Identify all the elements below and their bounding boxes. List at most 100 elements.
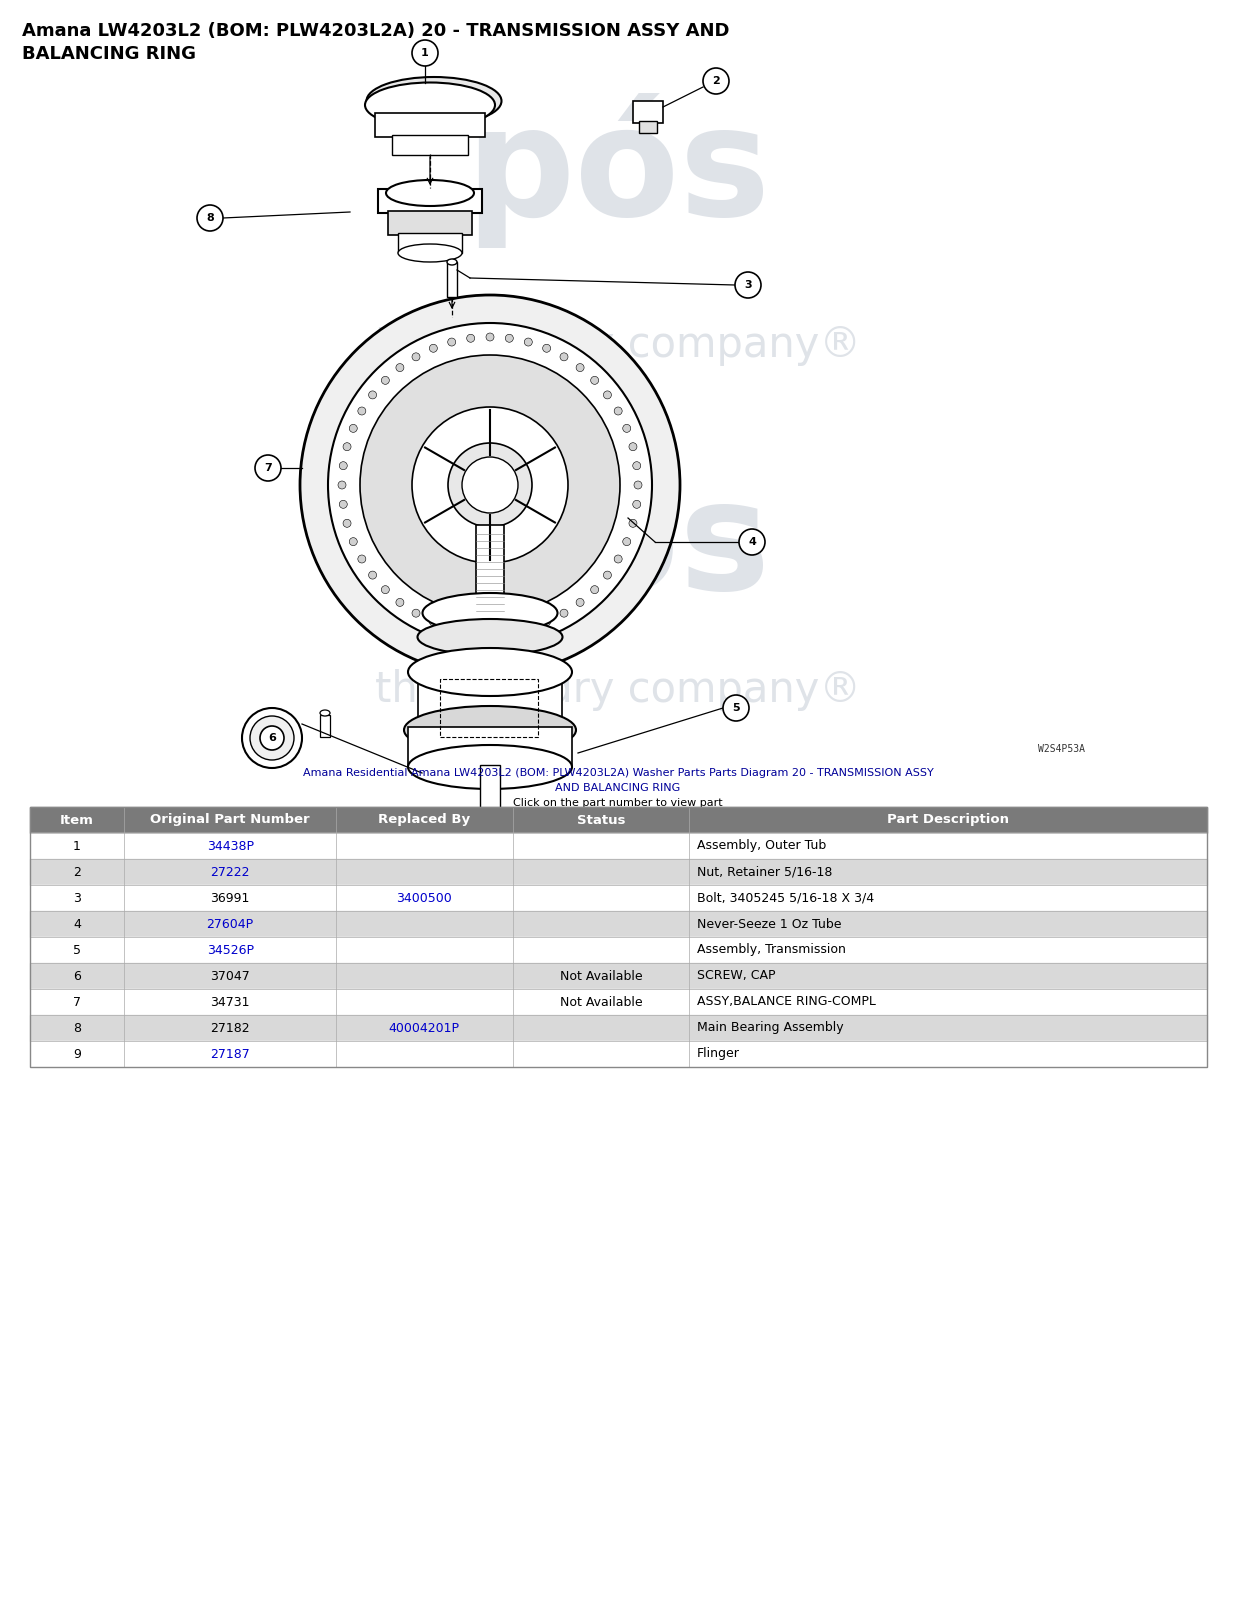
Circle shape: [328, 323, 652, 646]
Bar: [30, 989, 1207, 1014]
Ellipse shape: [365, 83, 495, 128]
Text: Status: Status: [576, 813, 625, 827]
Circle shape: [486, 629, 494, 637]
Bar: [440, 678, 538, 738]
Circle shape: [396, 598, 404, 606]
Bar: [418, 672, 562, 730]
Text: 5: 5: [73, 944, 82, 957]
Circle shape: [349, 538, 357, 546]
Text: Item: Item: [61, 813, 94, 827]
Circle shape: [349, 424, 357, 432]
Circle shape: [735, 272, 761, 298]
Text: Bolt, 3405245 5/16-18 X 3/4: Bolt, 3405245 5/16-18 X 3/4: [698, 891, 875, 904]
Ellipse shape: [447, 259, 456, 266]
Circle shape: [615, 406, 622, 414]
Text: pós: pós: [465, 93, 771, 248]
Text: 36991: 36991: [210, 891, 250, 904]
Circle shape: [396, 363, 404, 371]
Circle shape: [722, 694, 748, 722]
Text: 3400500: 3400500: [396, 891, 453, 904]
Circle shape: [524, 624, 532, 632]
Circle shape: [381, 376, 390, 384]
Circle shape: [524, 338, 532, 346]
Circle shape: [339, 501, 348, 509]
Bar: [640, 122, 657, 133]
Bar: [447, 262, 456, 298]
Circle shape: [369, 571, 376, 579]
Text: 8: 8: [207, 213, 214, 222]
Bar: [375, 114, 485, 138]
Ellipse shape: [386, 179, 474, 206]
Text: Assembly, Transmission: Assembly, Transmission: [698, 944, 846, 957]
Text: 1: 1: [421, 48, 429, 58]
Bar: [30, 963, 1207, 989]
Ellipse shape: [398, 243, 461, 262]
Bar: [30, 859, 1207, 885]
Bar: [408, 726, 571, 766]
Text: Original Part Number: Original Part Number: [150, 813, 310, 827]
Ellipse shape: [408, 648, 571, 696]
Circle shape: [466, 334, 475, 342]
Text: Nut, Retainer 5/16-18: Nut, Retainer 5/16-18: [698, 866, 833, 878]
Circle shape: [250, 717, 294, 760]
Circle shape: [461, 458, 518, 514]
Text: 3: 3: [73, 891, 80, 904]
Circle shape: [412, 40, 438, 66]
Text: 1: 1: [73, 840, 80, 853]
Text: Click on the part number to view part: Click on the part number to view part: [513, 798, 722, 808]
Bar: [379, 189, 482, 213]
Bar: [30, 1042, 1207, 1067]
Circle shape: [343, 443, 351, 451]
Text: 3: 3: [745, 280, 752, 290]
Bar: [388, 211, 473, 235]
Text: SCREW, CAP: SCREW, CAP: [698, 970, 776, 982]
Circle shape: [197, 205, 223, 230]
Circle shape: [255, 454, 281, 482]
Circle shape: [369, 390, 376, 398]
Circle shape: [615, 555, 622, 563]
Text: Never-Seeze 1 Oz Tube: Never-Seeze 1 Oz Tube: [698, 917, 841, 931]
Text: 2: 2: [713, 75, 720, 86]
Text: 4: 4: [73, 917, 80, 931]
Text: 37047: 37047: [210, 970, 250, 982]
Ellipse shape: [423, 594, 558, 634]
Text: 7: 7: [73, 995, 82, 1008]
Circle shape: [576, 598, 584, 606]
Ellipse shape: [404, 706, 576, 754]
Circle shape: [242, 707, 302, 768]
Text: Amana LW4203L2 (BOM: PLW4203L2A) 20 - TRANSMISSION ASSY AND: Amana LW4203L2 (BOM: PLW4203L2A) 20 - TR…: [22, 22, 730, 40]
Circle shape: [338, 482, 346, 490]
Circle shape: [448, 338, 455, 346]
Ellipse shape: [418, 619, 563, 654]
Text: 27604P: 27604P: [207, 917, 254, 931]
Text: 9: 9: [73, 1048, 80, 1061]
Text: 27182: 27182: [210, 1021, 250, 1035]
Text: 4: 4: [748, 538, 756, 547]
Circle shape: [486, 333, 494, 341]
Circle shape: [412, 354, 421, 362]
Bar: [30, 834, 1207, 859]
Ellipse shape: [408, 746, 571, 789]
Text: Not Available: Not Available: [559, 970, 642, 982]
Circle shape: [560, 610, 568, 618]
Text: 40004201P: 40004201P: [388, 1021, 460, 1035]
Circle shape: [429, 618, 438, 626]
Text: Part Description: Part Description: [887, 813, 1009, 827]
Text: Not Available: Not Available: [559, 995, 642, 1008]
Text: Replaced By: Replaced By: [379, 813, 470, 827]
Circle shape: [576, 363, 584, 371]
Circle shape: [604, 571, 611, 579]
Text: AND BALANCING RING: AND BALANCING RING: [555, 782, 680, 794]
Circle shape: [412, 406, 568, 563]
Bar: [30, 806, 1207, 1067]
Bar: [30, 806, 1207, 834]
Bar: [480, 765, 500, 830]
Circle shape: [448, 624, 455, 632]
Circle shape: [506, 334, 513, 342]
Bar: [30, 938, 1207, 963]
Circle shape: [604, 390, 611, 398]
Circle shape: [703, 67, 729, 94]
Bar: [476, 525, 503, 613]
Circle shape: [506, 627, 513, 635]
Text: W2S4P53A: W2S4P53A: [1038, 744, 1085, 754]
